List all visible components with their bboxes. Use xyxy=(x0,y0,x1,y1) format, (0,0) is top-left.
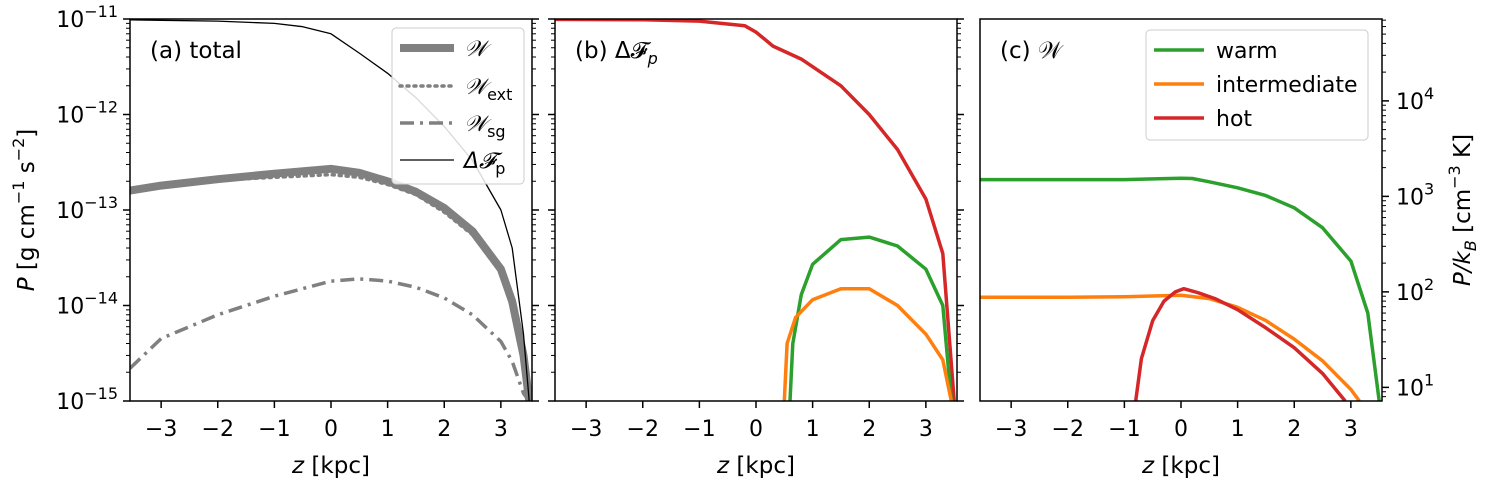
legend-label: warm xyxy=(1216,39,1278,64)
legend-label: hot xyxy=(1216,107,1252,132)
series-line-warm xyxy=(788,235,954,401)
series-line-hot xyxy=(1133,286,1347,401)
y-tick-label: 104 xyxy=(1396,84,1434,115)
x-tick-label: −1 xyxy=(258,417,290,442)
x-tick-label: −3 xyxy=(145,417,177,442)
plot-frame xyxy=(554,18,958,402)
x-tick-label: 1 xyxy=(381,417,395,442)
y-tick-label: 10−13 xyxy=(56,193,118,224)
x-tick-label: 1 xyxy=(806,417,820,442)
x-axis-label: z [kpc] xyxy=(1141,453,1220,479)
x-tick-label: 2 xyxy=(437,417,451,442)
panel-c: −3 −2 −1 0 1 2 3 z [kpc] 104 103 102 101 (c) 𝒲 P/kB [… xyxy=(979,18,1480,479)
series-line-wext xyxy=(130,172,531,401)
x-tick-label: −3 xyxy=(995,417,1027,442)
series-line-wsg xyxy=(130,277,531,401)
x-tick-label: −3 xyxy=(570,417,602,442)
series-line-warm xyxy=(980,176,1381,401)
x-tick-label: −2 xyxy=(1052,417,1084,442)
legend-box xyxy=(1145,29,1369,141)
y-tick-label: 10−12 xyxy=(56,98,118,129)
legend: warm intermediate hot xyxy=(1145,29,1369,141)
x-tick-label: 3 xyxy=(919,417,933,442)
x-tick-label: 0 xyxy=(1174,417,1188,442)
x-tick-label: 1 xyxy=(1231,417,1245,442)
x-tick-label: −1 xyxy=(1108,417,1140,442)
x-axis-label: z [kpc] xyxy=(716,453,795,479)
panel-title: (b) Δ𝓕p xyxy=(575,38,658,68)
y-tick-label: 103 xyxy=(1396,179,1434,210)
x-tick-label: −1 xyxy=(683,417,715,442)
x-tick-label: 3 xyxy=(1344,417,1358,442)
x-tick-label: 0 xyxy=(749,417,763,442)
series-line-intermediate xyxy=(782,286,954,401)
series-line-fp xyxy=(130,19,530,401)
x-tick-label: 0 xyxy=(324,417,338,442)
panel-b: −3 −2 −1 0 1 2 3 z [kpc] (b) Δ𝓕p xyxy=(548,18,964,479)
legend-label: intermediate xyxy=(1216,73,1358,98)
legend-box xyxy=(391,27,525,185)
x-axis-label: z [kpc] xyxy=(291,453,370,479)
y-axis-label: P [g cm−1 s−2] xyxy=(9,129,40,292)
x-tick-label: −2 xyxy=(202,417,234,442)
x-tick-label: 2 xyxy=(862,417,876,442)
series-line-w xyxy=(130,164,532,401)
x-tick-label: 2 xyxy=(1287,417,1301,442)
y-tick-label: 10−11 xyxy=(56,2,118,33)
panel-a: −3 −2 −1 0 1 2 3 z [kpc] 10−11 10−12 10−13 10−14 10−… xyxy=(9,2,539,479)
panel-title: (c) 𝒲 xyxy=(1000,38,1064,64)
y-tick-label: 101 xyxy=(1396,370,1434,401)
panel-title: (a) total xyxy=(150,38,242,64)
y-tick-label: 102 xyxy=(1396,275,1434,306)
x-tick-label: 3 xyxy=(494,417,508,442)
series-line-hot xyxy=(555,19,956,401)
y-axis-label-right: P/kB [cm−3 K] xyxy=(1445,134,1480,286)
y-tick-label: 10−15 xyxy=(56,384,118,415)
series-line-intermediate xyxy=(980,293,1361,401)
x-tick-label: −2 xyxy=(627,417,659,442)
y-tick-label: 10−14 xyxy=(56,289,118,320)
